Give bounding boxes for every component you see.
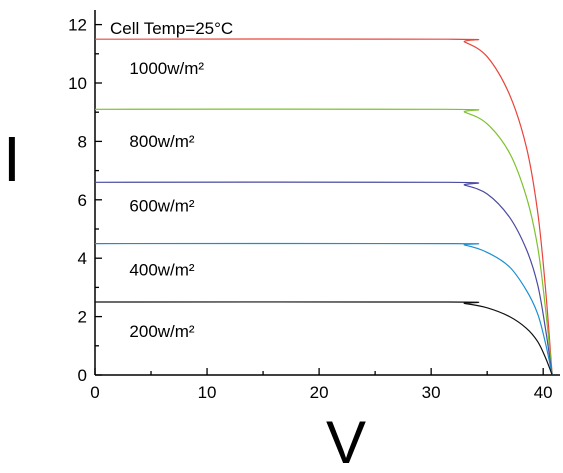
axes bbox=[94, 10, 560, 376]
series-labels: 1000w/m² 800w/m² 600w/m² 400w/m² 200w/m² bbox=[129, 59, 204, 341]
series-line bbox=[94, 242, 553, 376]
series-label: 800w/m² bbox=[129, 132, 195, 151]
series-line bbox=[94, 108, 553, 376]
y-axis-title: I bbox=[3, 123, 21, 195]
series-line bbox=[94, 38, 553, 376]
series-label: 400w/m² bbox=[129, 261, 195, 280]
series-line bbox=[94, 181, 553, 376]
series-lines bbox=[94, 38, 553, 376]
y-tick-label: 10 bbox=[68, 74, 87, 93]
y-tick-label: 8 bbox=[78, 132, 87, 151]
series-label: 200w/m² bbox=[129, 322, 195, 341]
x-axis-title: V bbox=[326, 409, 366, 473]
x-tick-label: 30 bbox=[422, 383, 441, 402]
y-tick-label: 0 bbox=[78, 366, 87, 385]
series-label: 600w/m² bbox=[129, 196, 195, 215]
tick-labels: 0 2 4 6 8 10 12 0 10 20 30 40 bbox=[68, 16, 553, 402]
series-line bbox=[94, 301, 553, 376]
y-tick-label: 2 bbox=[78, 308, 87, 327]
ticks bbox=[94, 23, 544, 376]
x-tick-label: 40 bbox=[534, 383, 553, 402]
cell-temp-annotation: Cell Temp=25°C bbox=[110, 19, 233, 38]
y-tick-label: 6 bbox=[78, 191, 87, 210]
y-tick-label: 12 bbox=[68, 16, 87, 35]
x-tick-label: 10 bbox=[198, 383, 217, 402]
x-tick-label: 20 bbox=[310, 383, 329, 402]
y-tick-label: 4 bbox=[78, 249, 87, 268]
series-label: 1000w/m² bbox=[129, 59, 204, 78]
x-tick-label: 0 bbox=[90, 383, 99, 402]
